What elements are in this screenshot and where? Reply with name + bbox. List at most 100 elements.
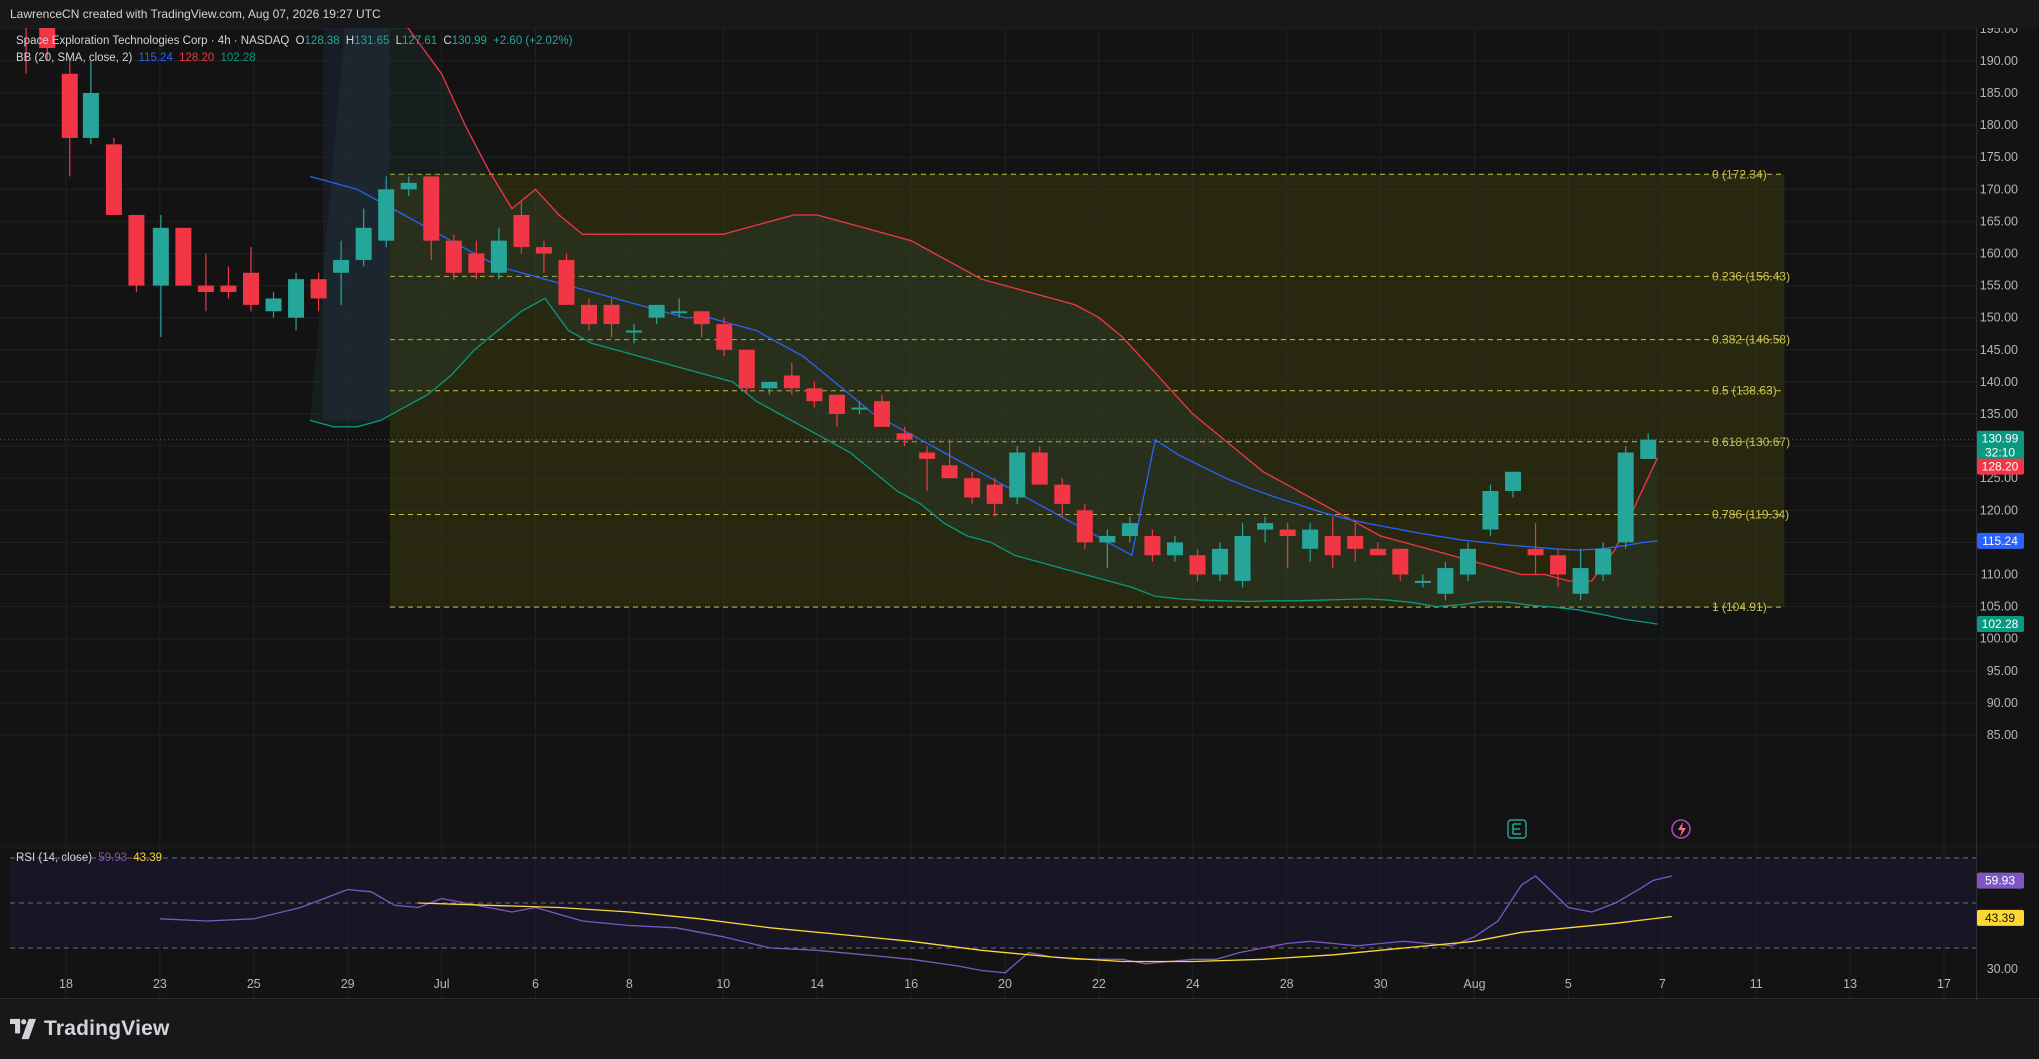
price-tag-box [1977,458,2024,475]
candle[interactable] [1076,510,1093,543]
price-tag-102.28[interactable]: 102.28 [1977,616,2024,633]
candle[interactable] [1459,548,1476,575]
candle[interactable] [1369,548,1386,556]
candle[interactable] [355,227,372,260]
bb-fill [310,0,1658,625]
candle[interactable] [513,214,530,248]
candle[interactable] [445,240,462,273]
candle[interactable] [468,253,485,273]
candle[interactable] [1212,548,1229,575]
candle[interactable] [378,189,395,241]
candle[interactable] [1527,548,1544,556]
candle[interactable] [1550,555,1567,575]
dividend-icon[interactable] [1671,819,1691,839]
candle[interactable] [1121,523,1138,536]
candle[interactable] [1031,452,1048,485]
bb-lower-line[interactable] [309,297,1658,625]
candle[interactable] [1482,491,1499,530]
candle[interactable] [1302,529,1319,549]
chart-svg[interactable]: 0 (172.34) 0.236 (156.43) 0.382 (146.58) 0.… [0,0,2039,1000]
bb-upper-value: 128.20 [179,52,215,64]
rsi-tag-43.39[interactable]: 43.39 [1977,909,2024,926]
rsi-tick-label: 30.00 [1987,962,2018,976]
bb-upper-line[interactable] [348,0,1659,582]
candle[interactable] [1595,548,1612,575]
candle[interactable] [1009,452,1026,498]
candle[interactable] [1504,471,1521,492]
candle[interactable] [1640,439,1657,459]
candle[interactable] [220,285,237,293]
bb-label: BB (20, SMA, close, 2) [16,52,133,64]
candle[interactable] [716,324,733,350]
candle[interactable] [941,465,958,479]
candle[interactable] [105,144,122,215]
candle[interactable] [1617,452,1634,543]
candle[interactable] [806,388,823,402]
candle[interactable] [581,304,598,325]
tradingview-logo[interactable]: TradingView [10,1016,170,1042]
candle[interactable] [828,394,845,414]
price-tag-box [1977,430,2024,461]
candle[interactable] [1054,484,1071,504]
price-tick-label: 140.00 [1980,375,2018,389]
candle[interactable] [964,478,981,498]
candle[interactable] [761,381,778,389]
price-tag-115.24[interactable]: 115.24 [1977,532,2024,549]
rsi-line[interactable] [159,875,1672,974]
candle[interactable] [919,452,936,459]
candle[interactable] [558,259,575,305]
candle[interactable] [1166,542,1183,556]
candle[interactable] [1279,529,1296,536]
candle[interactable] [535,247,552,254]
candle[interactable] [986,484,1003,504]
candle[interactable] [851,407,868,410]
rsi-tag-59.93[interactable]: 59.93 [1977,872,2024,889]
bb-basis-line[interactable] [309,175,1658,557]
pane-divider[interactable] [0,844,2039,849]
candle[interactable] [1324,535,1341,556]
candle[interactable] [671,311,688,314]
candle[interactable] [1234,535,1251,581]
tradingview-brand: TradingView [44,1017,170,1040]
candle[interactable] [265,298,282,312]
candle[interactable] [128,214,145,286]
candle[interactable] [873,401,890,427]
chart-area[interactable]: 0 (172.34) 0.236 (156.43) 0.382 (146.58) 0.… [0,0,2039,1000]
price-tag-128.20[interactable]: 128.20 [1977,458,2024,475]
candle[interactable] [288,279,305,318]
candle[interactable] [1437,568,1454,594]
candle[interactable] [82,93,99,138]
candle[interactable] [693,311,710,325]
candle[interactable] [1257,523,1274,530]
candle[interactable] [1392,548,1409,575]
candle[interactable] [626,330,643,333]
candle[interactable] [783,375,800,389]
candle[interactable] [1189,555,1206,575]
price-tick-label: 185.00 [1980,86,2018,100]
candle[interactable] [152,227,169,286]
candle[interactable] [333,259,350,273]
candle[interactable] [1414,580,1431,583]
candle[interactable] [175,227,192,286]
candle[interactable] [242,272,259,305]
candle[interactable] [400,182,417,190]
candle[interactable] [738,349,755,389]
rsi-ma-line[interactable] [418,902,1672,963]
candle[interactable] [603,304,620,325]
candle[interactable] [1099,535,1116,543]
earnings-icon[interactable] [1507,819,1527,839]
tradingview-logo-icon [10,1018,36,1040]
candle[interactable] [648,304,665,318]
candle[interactable] [310,279,327,299]
candle[interactable] [423,176,440,241]
candle[interactable] [61,73,78,138]
candle[interactable] [1347,535,1364,549]
legend-low-label: L [395,35,403,47]
earnings-icon-box [1507,819,1527,839]
candle[interactable] [197,285,214,293]
candle[interactable] [490,240,507,273]
candle[interactable] [1572,568,1589,594]
candle[interactable] [896,433,913,440]
candle[interactable] [1144,535,1161,556]
